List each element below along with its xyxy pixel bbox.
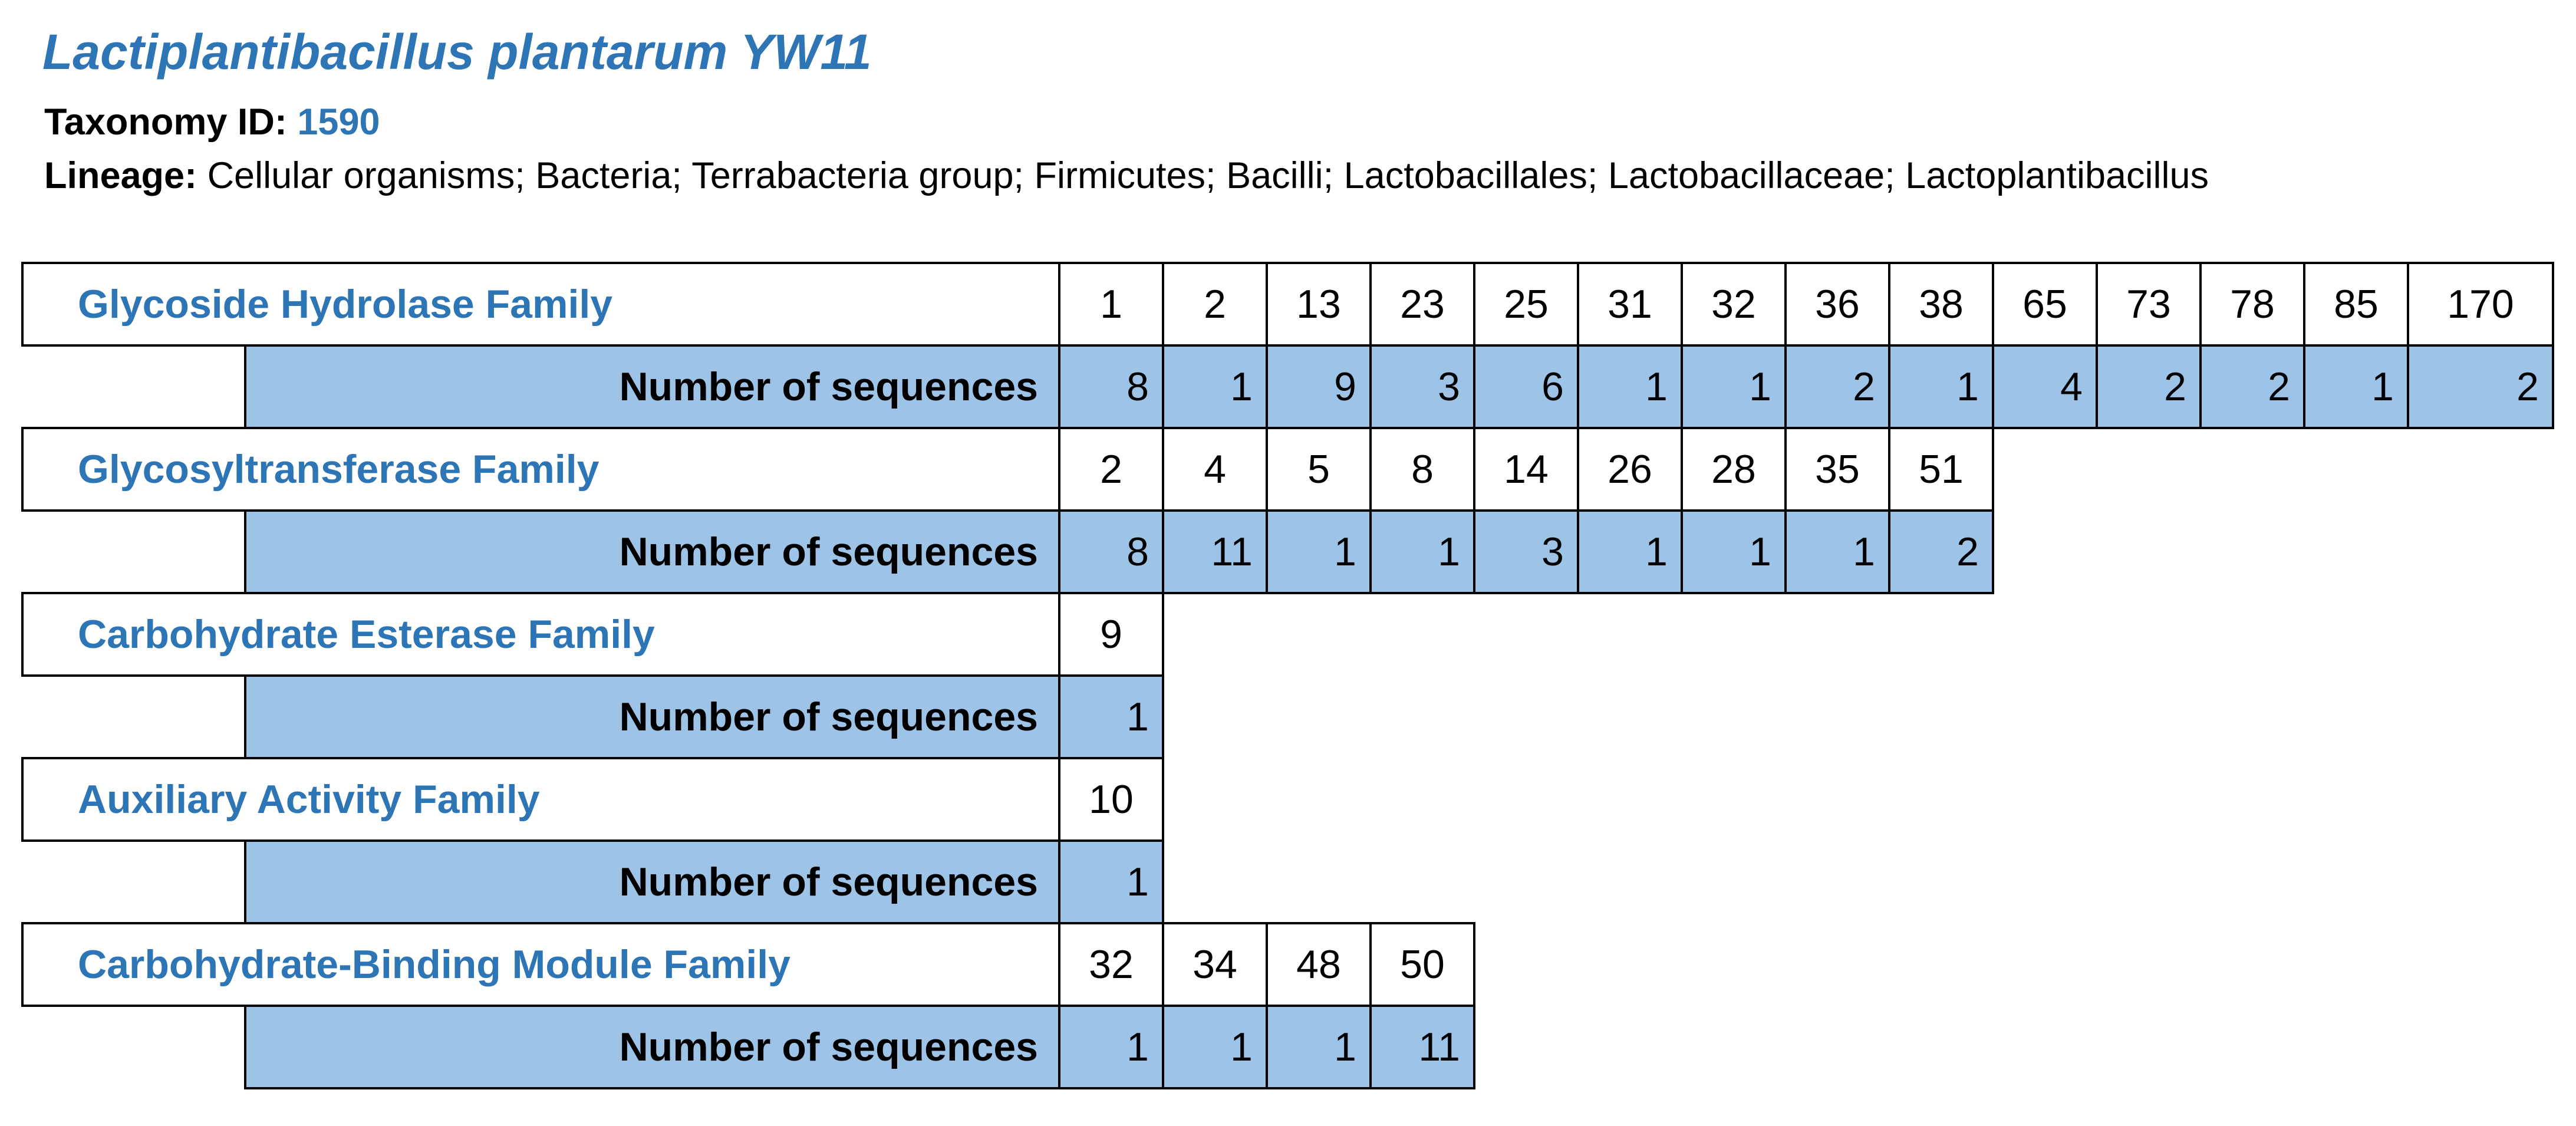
page-title: Lactiplantibacillus plantarum YW11: [42, 24, 872, 80]
family-number-cell: 78: [2199, 262, 2305, 347]
family-number-cell: 13: [1266, 262, 1372, 347]
sequence-count-label: Number of sequences: [244, 509, 1060, 594]
family-number-cell: 48: [1266, 922, 1372, 1007]
sequence-count-cell: 2: [1888, 509, 1994, 594]
sequence-count-cell: 1: [1266, 509, 1372, 594]
sequence-count-label: Number of sequences: [244, 839, 1060, 924]
sequence-count-cell: 1: [1577, 344, 1683, 429]
family-number-cell: 2: [1162, 262, 1268, 347]
family-number-cell: 32: [1058, 922, 1164, 1007]
sequence-count-cell: 2: [2407, 344, 2554, 429]
family-name-cell: Auxiliary Activity Family: [21, 757, 1060, 842]
family-number-cell: 35: [1784, 427, 1890, 512]
sequence-count-cell: 1: [1058, 839, 1164, 924]
sequence-count-cell: 11: [1369, 1005, 1475, 1089]
family-name-cell: Carbohydrate Esterase Family: [21, 592, 1060, 677]
family-number-cell: 85: [2303, 262, 2409, 347]
sequence-count-cell: 1: [1369, 509, 1475, 594]
family-number-cell: 28: [1681, 427, 1787, 512]
taxonomy-id: 1590: [297, 101, 380, 143]
sequence-count-cell: 8: [1058, 509, 1164, 594]
family-number-cell: 23: [1369, 262, 1475, 347]
family-number-cell: 34: [1162, 922, 1268, 1007]
family-number-cell: 9: [1058, 592, 1164, 677]
sequence-count-cell: 1: [1162, 344, 1268, 429]
sequence-count-cell: 1: [1681, 509, 1787, 594]
lineage-label: Lineage:: [44, 155, 197, 196]
family-number-cell: 1: [1058, 262, 1164, 347]
taxonomy-label: Taxonomy ID:: [44, 101, 287, 143]
sequence-count-cell: 1: [1162, 1005, 1268, 1089]
sequence-count-label: Number of sequences: [244, 1005, 1060, 1089]
sequence-count-cell: 3: [1473, 509, 1579, 594]
family-number-cell: 51: [1888, 427, 1994, 512]
sequence-count-cell: 3: [1369, 344, 1475, 429]
family-name-cell: Glycosyltransferase Family: [21, 427, 1060, 512]
sequence-count-cell: 1: [1681, 344, 1787, 429]
family-number-cell: 36: [1784, 262, 1890, 347]
family-name-cell: Carbohydrate-Binding Module Family: [21, 922, 1060, 1007]
family-number-cell: 26: [1577, 427, 1683, 512]
sequence-count-cell: 2: [1784, 344, 1890, 429]
lineage-value: Cellular organisms; Bacteria; Terrabacte…: [207, 155, 2209, 196]
sequence-count-label: Number of sequences: [244, 344, 1060, 429]
family-number-cell: 8: [1369, 427, 1475, 512]
sequence-count-cell: 2: [2096, 344, 2202, 429]
family-number-cell: 170: [2407, 262, 2554, 347]
taxonomy-line: Taxonomy ID: 1590: [44, 104, 380, 141]
sequence-count-cell: 8: [1058, 344, 1164, 429]
family-number-cell: 10: [1058, 757, 1164, 842]
family-number-cell: 4: [1162, 427, 1268, 512]
sequence-count-cell: 6: [1473, 344, 1579, 429]
family-number-cell: 38: [1888, 262, 1994, 347]
family-number-cell: 5: [1266, 427, 1372, 512]
sequence-count-cell: 9: [1266, 344, 1372, 429]
family-number-cell: 25: [1473, 262, 1579, 347]
family-number-cell: 31: [1577, 262, 1683, 347]
sequence-count-cell: 2: [2199, 344, 2305, 429]
sequence-count-cell: 11: [1162, 509, 1268, 594]
family-number-cell: 14: [1473, 427, 1579, 512]
lineage-line: Lineage: Cellular organisms; Bacteria; T…: [44, 157, 2209, 195]
family-number-cell: 2: [1058, 427, 1164, 512]
sequence-count-label: Number of sequences: [244, 674, 1060, 759]
sequence-count-cell: 4: [1992, 344, 2098, 429]
sequence-count-cell: 1: [1577, 509, 1683, 594]
sequence-count-cell: 1: [1058, 1005, 1164, 1089]
sequence-count-cell: 1: [1058, 674, 1164, 759]
sequence-count-cell: 1: [1888, 344, 1994, 429]
sequence-count-cell: 1: [2303, 344, 2409, 429]
sequence-count-cell: 1: [1784, 509, 1890, 594]
family-name-cell: Glycoside Hydrolase Family: [21, 262, 1060, 347]
family-number-cell: 73: [2096, 262, 2202, 347]
family-number-cell: 65: [1992, 262, 2098, 347]
sequence-count-cell: 1: [1266, 1005, 1372, 1089]
family-number-cell: 32: [1681, 262, 1787, 347]
family-number-cell: 50: [1369, 922, 1475, 1007]
